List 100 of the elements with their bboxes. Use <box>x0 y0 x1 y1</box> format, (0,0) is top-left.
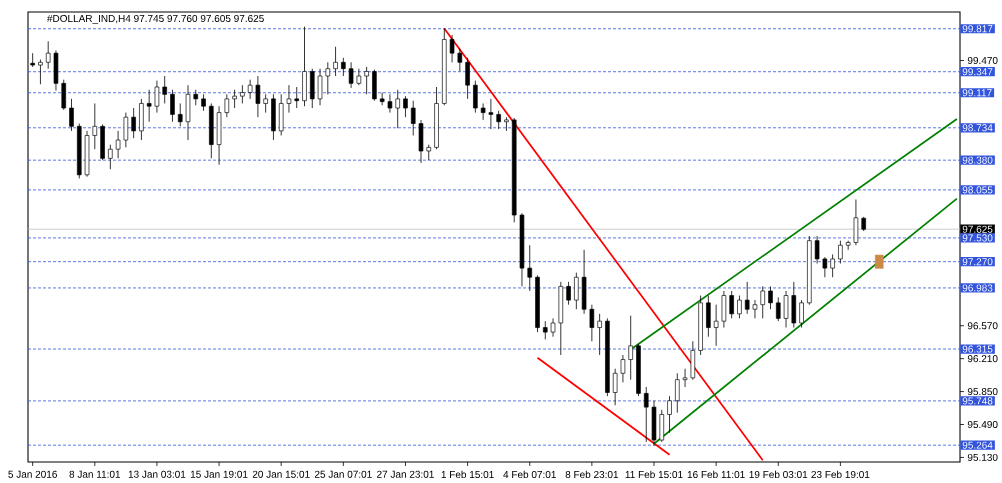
candlestick <box>348 61 354 89</box>
candlestick <box>799 299 804 328</box>
ref-line-label: 98.055 <box>962 186 993 194</box>
candlestick <box>597 313 602 356</box>
x-tick-label: 20 Jan 15:01 <box>252 470 310 478</box>
candlestick <box>550 318 556 338</box>
candlestick <box>566 281 571 306</box>
candlestick <box>30 52 35 68</box>
candlestick <box>504 116 509 132</box>
ref-line-label: 98.734 <box>962 124 993 132</box>
y-tick-label: 95.130 <box>967 453 998 461</box>
candlestick <box>667 395 672 434</box>
candlestick <box>496 110 501 130</box>
ref-line-label: 98.380 <box>962 156 993 164</box>
candlestick <box>675 372 680 414</box>
candlestick <box>325 61 331 95</box>
candlestick <box>403 95 408 118</box>
ref-line-label: 97.530 <box>962 234 993 242</box>
candlestick <box>822 256 828 278</box>
candlestick <box>387 93 393 114</box>
ref-line-label: 97.625 <box>962 225 993 233</box>
candlestick <box>628 315 633 381</box>
x-tick-label: 16 Feb 11:01 <box>687 470 745 479</box>
candlestick <box>240 84 245 104</box>
x-tick-label: 25 Jan 07:01 <box>314 470 372 478</box>
x-tick-label: 19 Feb 03:01 <box>749 470 808 479</box>
candlestick <box>449 34 455 63</box>
candlestick <box>69 98 74 132</box>
candlestick <box>395 89 400 129</box>
candlestick <box>744 281 750 315</box>
candlestick <box>341 57 346 77</box>
candlestick <box>410 100 416 136</box>
candlestick <box>814 235 820 264</box>
x-tick-label: 23 Feb 19:01 <box>811 470 870 479</box>
candlestick <box>379 92 385 106</box>
candlestick <box>830 253 835 278</box>
x-tick-label: 8 Feb 23:01 <box>565 470 619 479</box>
x-tick-label: 8 Jan 11:01 <box>69 470 121 478</box>
candlestick <box>682 368 688 388</box>
ref-line-label: 99.817 <box>962 25 993 33</box>
candlestick <box>286 84 292 114</box>
candlestick <box>45 40 51 70</box>
candlestick <box>752 299 758 319</box>
ref-line-label: 96.983 <box>962 284 993 292</box>
candlestick <box>768 285 773 310</box>
x-tick-label: 11 Feb 15:01 <box>625 470 683 479</box>
candlestick <box>643 386 649 443</box>
candlestick <box>224 93 230 118</box>
candlestick <box>170 89 175 123</box>
candlestick <box>465 57 470 100</box>
candlestick <box>527 244 533 292</box>
candlestick <box>92 103 98 150</box>
candlestick <box>232 89 237 109</box>
candlestick <box>737 295 742 319</box>
candlestick <box>177 103 183 127</box>
candlestick <box>713 304 719 347</box>
ref-line-label: 95.748 <box>962 397 993 405</box>
candlestick <box>146 89 152 123</box>
candlestick <box>480 103 486 121</box>
candlestick <box>542 320 548 340</box>
chart-title: #DOLLAR_IND,H4 97.745 97.760 97.605 97.625 <box>46 14 264 24</box>
candlestick <box>294 86 300 109</box>
candlestick <box>154 80 160 114</box>
candlestick <box>488 98 494 130</box>
candlestick <box>108 144 113 170</box>
candlestick <box>263 93 268 114</box>
candlestick <box>247 79 253 100</box>
candlestick <box>333 46 338 77</box>
x-tick-label: 4 Feb 07:01 <box>503 470 556 479</box>
ref-line-label: 95.264 <box>962 441 993 449</box>
candlestick <box>38 59 43 85</box>
candlestick <box>574 272 579 310</box>
candlestick <box>589 304 595 342</box>
candlestick <box>317 68 323 106</box>
candlestick <box>838 240 843 264</box>
candlestick <box>620 354 626 383</box>
candlestick <box>457 48 463 72</box>
candlestick <box>162 75 167 104</box>
candlestick <box>612 368 618 406</box>
candlestick <box>729 290 734 319</box>
candlestick <box>760 285 766 319</box>
y-tick-label: 96.210 <box>967 355 998 363</box>
y-tick-label: 96.570 <box>967 322 998 330</box>
candlestick <box>364 66 369 95</box>
y-tick-label: 95.490 <box>967 420 998 429</box>
candlestick <box>115 130 121 159</box>
candlestick <box>131 107 136 139</box>
ref-line-label: 96.315 <box>962 345 993 353</box>
candlestick <box>775 296 781 322</box>
y-tick-label: 99.470 <box>967 56 998 65</box>
x-tick-label: 27 Jan 23:01 <box>377 470 434 478</box>
ref-line-label: 99.117 <box>962 89 992 97</box>
x-tick-label: 1 Feb 15:01 <box>441 470 494 479</box>
x-tick-label: 15 Jan 19:01 <box>190 470 248 478</box>
y-tick-label: 95.850 <box>967 388 998 396</box>
candlestick <box>255 75 261 118</box>
candlestick <box>356 68 362 86</box>
ref-line-label: 99.347 <box>962 68 993 76</box>
candlestick <box>783 290 789 328</box>
x-tick-label: 13 Jan 03:01 <box>128 470 186 478</box>
